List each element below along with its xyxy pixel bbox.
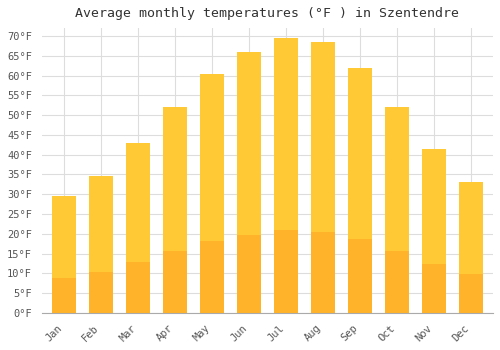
Title: Average monthly temperatures (°F ) in Szentendre: Average monthly temperatures (°F ) in Sz… [76, 7, 460, 20]
Bar [385, 107, 409, 313]
Bar [459, 274, 483, 313]
Bar [459, 182, 483, 313]
Bar [311, 232, 335, 313]
Bar [311, 42, 335, 313]
Bar [126, 262, 150, 313]
Bar [422, 264, 446, 313]
Bar [237, 52, 261, 313]
Bar [200, 241, 224, 313]
Bar [200, 74, 224, 313]
Bar [52, 278, 76, 313]
Bar [348, 239, 372, 313]
Bar [163, 251, 187, 313]
Bar [163, 107, 187, 313]
Bar [89, 176, 113, 313]
Bar [274, 231, 298, 313]
Bar [385, 251, 409, 313]
Bar [52, 196, 76, 313]
Bar [126, 143, 150, 313]
Bar [89, 272, 113, 313]
Bar [422, 149, 446, 313]
Bar [237, 234, 261, 313]
Bar [274, 38, 298, 313]
Bar [348, 68, 372, 313]
